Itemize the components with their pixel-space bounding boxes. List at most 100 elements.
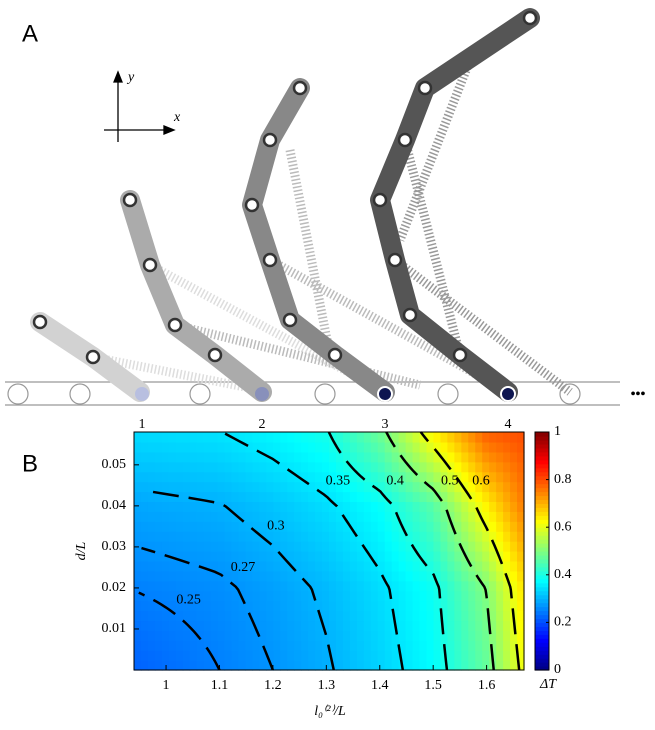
heat-cell — [370, 560, 379, 572]
heat-cell — [168, 481, 177, 493]
heat-cell — [134, 441, 142, 453]
heat-cell — [342, 501, 351, 512]
heat-cell — [426, 441, 435, 453]
heat-cell — [363, 650, 372, 661]
heat-cell — [377, 590, 386, 602]
heat-cell — [147, 620, 156, 631]
heat-cell — [154, 441, 163, 453]
heat-cell — [496, 570, 504, 582]
heat-cell — [342, 441, 351, 453]
heat-cell — [370, 511, 379, 522]
heat-cell — [224, 630, 233, 641]
heat-cell — [224, 471, 233, 483]
panel-label: A — [22, 20, 38, 47]
heat-cell — [454, 610, 462, 622]
heat-cell — [140, 650, 149, 661]
heat-cell — [447, 501, 455, 512]
heat-cell — [245, 580, 253, 592]
heat-cell — [182, 551, 191, 562]
heat-cell — [210, 511, 219, 522]
heat-cell — [517, 541, 525, 552]
heat-cell — [140, 441, 149, 453]
heat-cell — [377, 610, 386, 622]
heat-cell — [426, 600, 435, 612]
heat-cell — [503, 531, 511, 542]
heat-cell — [238, 541, 247, 552]
heat-cell — [461, 461, 469, 473]
heat-cell — [489, 620, 497, 631]
heat-cell — [405, 620, 414, 631]
heat-cell — [154, 560, 163, 572]
heat-cell — [503, 580, 511, 592]
heat-cell — [398, 541, 407, 552]
heat-cell — [447, 551, 455, 562]
heat-cell — [482, 432, 490, 443]
colorbar-cell — [535, 519, 549, 524]
heat-cell — [482, 531, 490, 542]
colorbar-cell — [535, 666, 549, 671]
heat-cell — [217, 501, 226, 512]
heat-cell — [419, 451, 428, 463]
heat-cell — [329, 650, 337, 661]
heat-cell — [349, 531, 358, 542]
heat-cell — [266, 491, 274, 503]
heat-cell — [196, 491, 205, 503]
heat-cell — [489, 531, 497, 542]
heat-cell — [349, 630, 358, 641]
heat-cell — [252, 521, 260, 532]
heat-cell — [405, 432, 414, 443]
heat-cell — [134, 610, 142, 622]
heat-cell — [496, 610, 504, 622]
heat-cell — [182, 630, 191, 641]
heat-cell — [426, 461, 435, 473]
heat-cell — [266, 580, 274, 592]
heat-cell — [273, 620, 281, 631]
heat-cell — [342, 432, 351, 443]
heat-cell — [419, 660, 428, 671]
heat-cell — [217, 650, 226, 661]
heat-cell — [384, 541, 393, 552]
heat-cell — [182, 650, 191, 661]
heat-cell — [391, 511, 400, 522]
heat-cell — [426, 560, 435, 572]
heat-cell — [294, 660, 302, 671]
heat-cell — [412, 590, 421, 602]
heat-cell — [468, 600, 476, 612]
heat-cell — [440, 620, 448, 631]
heat-cell — [315, 551, 323, 562]
heat-cell — [287, 521, 295, 532]
heat-cell — [210, 451, 219, 463]
heat-cell — [363, 590, 372, 602]
heat-cell — [280, 600, 288, 612]
heat-cell — [168, 491, 177, 503]
heat-cell — [335, 501, 344, 512]
heat-cell — [454, 660, 462, 671]
heat-cell — [468, 590, 476, 602]
heat-cell — [266, 441, 274, 453]
heat-cell — [259, 630, 267, 641]
heat-cell — [440, 451, 448, 463]
heat-cell — [245, 600, 253, 612]
heat-cell — [517, 531, 525, 542]
heat-cell — [287, 580, 295, 592]
heat-cell — [140, 570, 149, 582]
heat-cell — [266, 610, 274, 622]
heat-cell — [391, 551, 400, 562]
colorbar-cell — [535, 618, 549, 623]
heat-cell — [454, 491, 462, 503]
heat-cell — [447, 511, 455, 522]
heat-cell — [468, 501, 476, 512]
heat-cell — [273, 531, 281, 542]
heat-cell — [370, 570, 379, 582]
heat-cell — [412, 630, 421, 641]
heat-cell — [468, 451, 476, 463]
heat-cell — [489, 481, 497, 493]
heat-cell — [140, 660, 149, 671]
heat-cell — [224, 511, 233, 522]
heat-cell — [510, 541, 518, 552]
heat-cell — [134, 531, 142, 542]
heat-cell — [405, 600, 414, 612]
heat-cell — [308, 640, 316, 651]
heat-cell — [134, 491, 142, 503]
heat-cell — [496, 590, 504, 602]
